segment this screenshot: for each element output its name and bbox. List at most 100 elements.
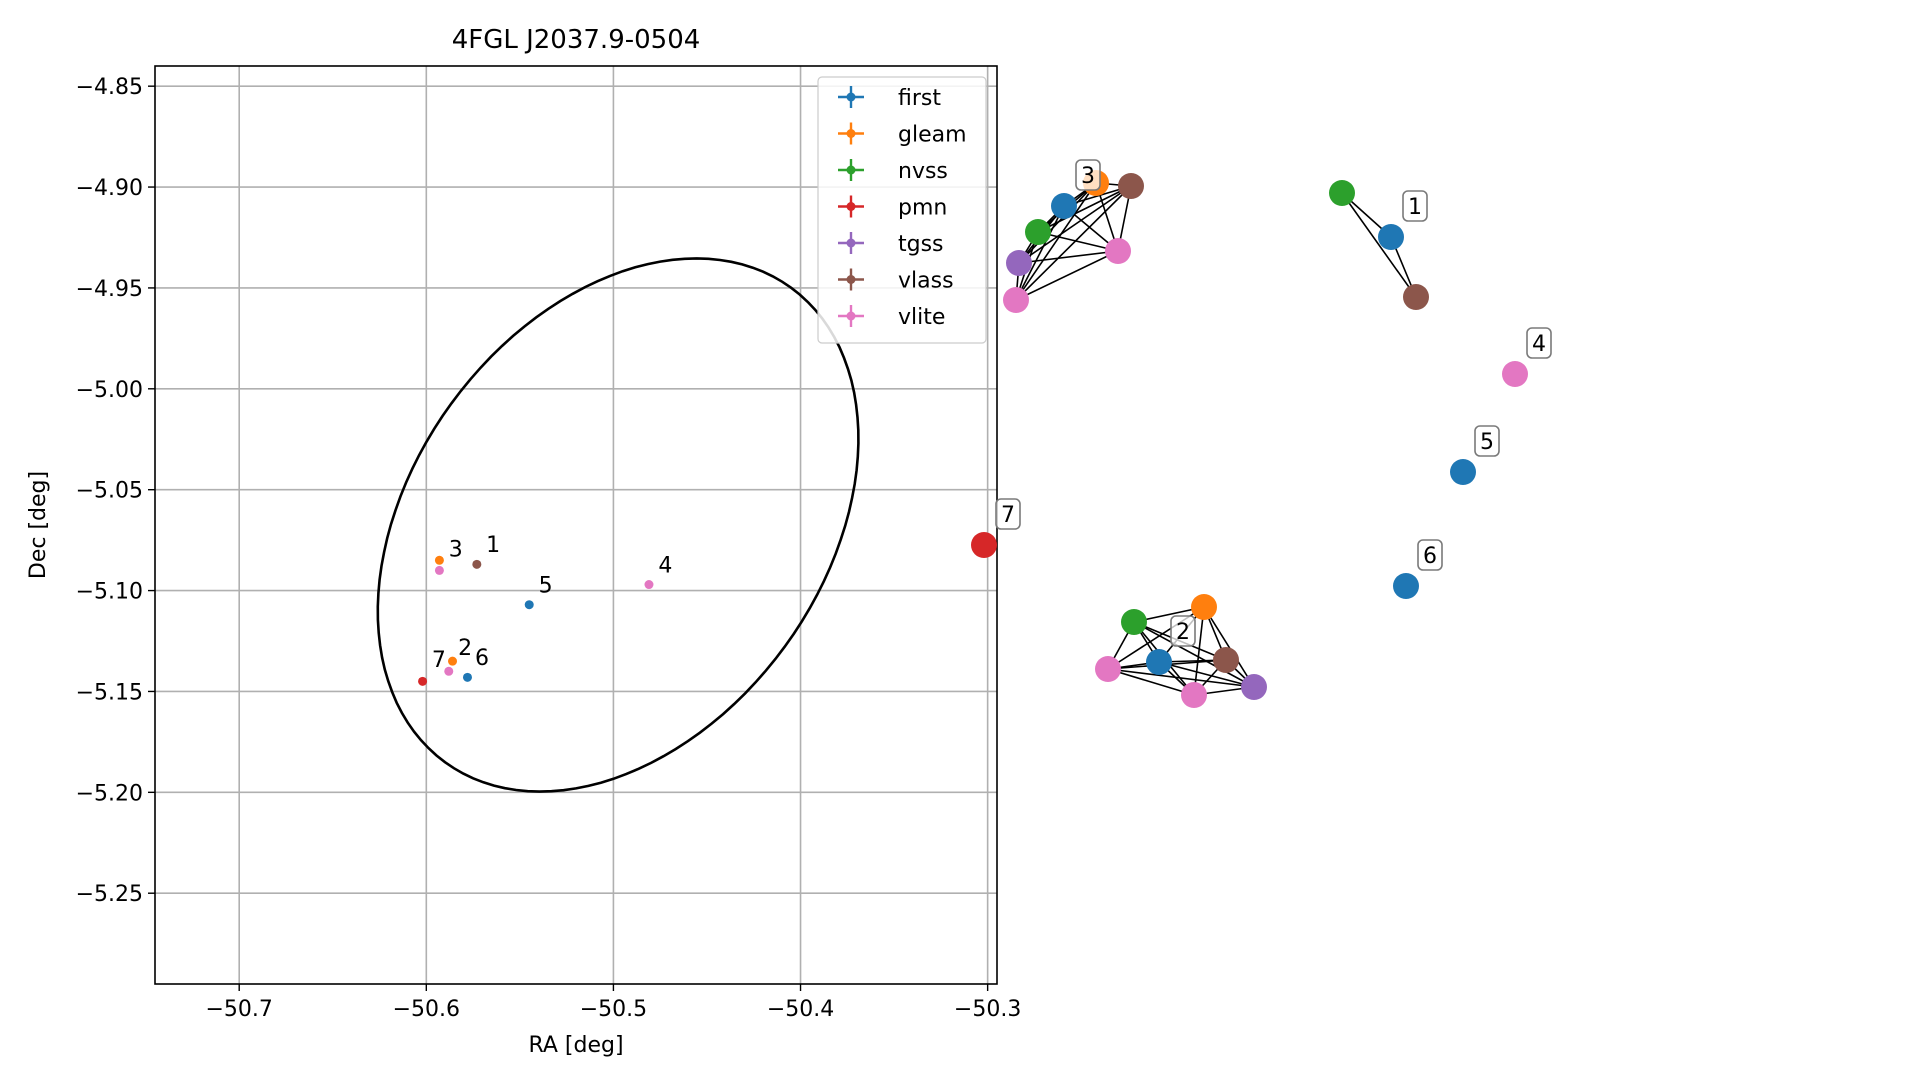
network-panel: 3 1 4 5 7 6 2 [971, 159, 1552, 708]
cluster-label-text: 1 [1408, 195, 1422, 220]
point-vlass [472, 559, 482, 569]
network-node [1403, 284, 1429, 310]
cluster-label-box [1526, 327, 1552, 359]
network-edge [1018, 250, 1119, 264]
x-tick-label: −50.5 [580, 997, 647, 1022]
legend-entry-vlite: vlite [838, 305, 945, 330]
network-edge [1341, 192, 1417, 298]
error-ellipse [376, 257, 860, 793]
cluster-label: 3 [1075, 159, 1101, 191]
x-axis-label: RA [deg] [528, 1033, 623, 1058]
cluster-label-text: 3 [1081, 164, 1095, 189]
cluster-label-box [1417, 539, 1443, 571]
point-first [462, 672, 472, 682]
legend-marker-dot [846, 129, 856, 138]
network-edge [1107, 668, 1195, 696]
network-edge [1107, 668, 1255, 688]
legend-entry-nvss: nvss [838, 159, 948, 184]
x-tick-label: −50.7 [205, 997, 272, 1022]
legend-entry-first: first [838, 86, 941, 111]
legend-entry-vlass: vlass [838, 268, 954, 294]
network-node [1025, 219, 1051, 245]
y-tick-label: −5.25 [76, 882, 143, 907]
network-node [1118, 173, 1144, 199]
y-tick-label: −5.15 [76, 680, 143, 705]
node-layer [971, 170, 1528, 708]
network-edge [1015, 250, 1119, 301]
legend-label: nvss [898, 159, 948, 184]
cluster-label-box [995, 498, 1021, 530]
node-label-layer: 3 1 4 5 7 6 2 [995, 159, 1552, 647]
legend-entry-tgss: tgss [838, 232, 944, 257]
point-gleam [448, 656, 458, 666]
legend-marker-dot [846, 311, 856, 321]
point-annotation: 7 [432, 648, 446, 673]
y-tick-label: −5.10 [76, 580, 143, 605]
cluster-label: 2 [1170, 615, 1196, 647]
network-edge [1158, 661, 1255, 688]
cluster-label-box [1402, 190, 1428, 222]
legend: first gleam nvss pmn tgss vlass vlite [817, 76, 987, 344]
y-tick-label: −4.90 [76, 176, 143, 201]
annotation-layer: 1 2 3 4 5 6 7 [432, 533, 672, 673]
point-annotation: 3 [449, 537, 463, 562]
cluster-label-text: 5 [1480, 430, 1494, 455]
point-annotation: 1 [486, 533, 500, 558]
network-node [1378, 224, 1404, 250]
point-vlite [644, 580, 654, 590]
legend-label: vlite [898, 305, 945, 330]
network-edge [1015, 185, 1132, 301]
network-edge [1015, 182, 1097, 301]
cluster-label: 1 [1402, 190, 1428, 222]
network-node [1146, 649, 1172, 675]
network-edge [1018, 185, 1132, 264]
network-edge [1037, 185, 1132, 233]
legend-marker-dot [846, 238, 856, 248]
x-tick-label: −50.6 [393, 997, 460, 1022]
point-gleam [434, 555, 444, 565]
y-tick-label: −5.00 [76, 378, 143, 403]
legend-marker-dot [846, 92, 856, 102]
network-node [1450, 459, 1476, 485]
point-vlite [434, 565, 444, 575]
legend-marker-dot [846, 202, 856, 211]
legend-label: tgss [898, 232, 944, 257]
x-tick-label: −50.4 [767, 997, 834, 1022]
network-node [1121, 609, 1147, 635]
network-node [1393, 573, 1419, 599]
network-node [1051, 193, 1077, 219]
y-axis-label: Dec [deg] [26, 471, 51, 579]
network-node [1003, 287, 1029, 313]
network-node [1213, 647, 1239, 673]
chart-title: 4FGL J2037.9-0504 [452, 25, 701, 55]
point-pmn [418, 676, 428, 686]
point-annotation: 2 [458, 636, 472, 661]
cluster-label-text: 4 [1532, 332, 1546, 357]
network-edge [1015, 205, 1065, 301]
cluster-label-box [1170, 615, 1196, 647]
legend-marker-dot [846, 275, 856, 284]
network-edge [1203, 606, 1255, 688]
cluster-label-box [1075, 159, 1101, 191]
network-node [1241, 674, 1267, 700]
point-annotation: 4 [658, 553, 672, 578]
legend-label: vlass [898, 269, 954, 294]
cluster-label-text: 6 [1423, 544, 1437, 569]
error-ellipse-layer [376, 257, 860, 793]
network-node [1095, 656, 1121, 682]
cluster-label-text: 2 [1176, 620, 1190, 645]
cluster-label: 5 [1474, 425, 1500, 457]
legend-entry-gleam: gleam [838, 122, 967, 148]
legend-label: gleam [898, 123, 967, 148]
legend-entries: first gleam nvss pmn tgss vlass vlite [838, 86, 967, 330]
legend-box [817, 76, 987, 344]
x-tick-label: −50.3 [954, 997, 1021, 1022]
tick-layer: −50.7 −50.6 −50.5 −50.4 −50.3 −4.85 −4.90 −4.95… [76, 75, 1022, 1022]
legend-label: first [898, 86, 941, 111]
scatter-panel: 1 2 3 4 5 6 7 −50.7 −50.6 −50.5 −50.4 −50.3 −4.85 −4… [26, 25, 1021, 1058]
edge-layer [1015, 182, 1417, 696]
cluster-label: 4 [1526, 327, 1552, 359]
y-tick-label: −4.95 [76, 277, 143, 302]
cluster-label: 7 [995, 498, 1021, 530]
cluster-label-text: 7 [1001, 503, 1015, 528]
